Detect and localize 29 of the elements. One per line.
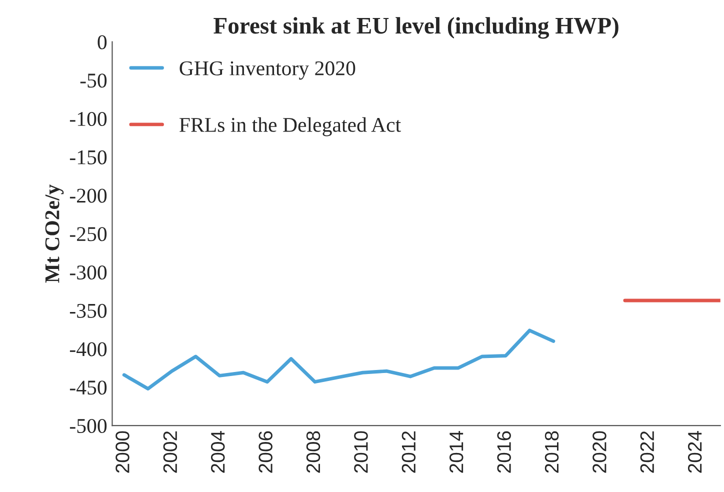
y-tick-label: -350	[70, 304, 107, 318]
y-tick-label: -450	[70, 380, 107, 395]
y-tick-label: 0	[98, 35, 107, 50]
x-tick-label: 2010	[354, 431, 368, 473]
x-tick-label: 2024	[688, 431, 702, 473]
x-tick-label: 2004	[210, 431, 225, 473]
legend-label: FRLs in the Delegated Act	[179, 117, 401, 136]
y-tick-label: -250	[70, 227, 107, 242]
y-tick-label: -300	[70, 265, 107, 280]
y-tick-label: -400	[70, 342, 107, 356]
x-tick-label: 2022	[640, 431, 654, 473]
chart-title: Forest sink at EU level (including HWP)	[214, 17, 618, 39]
legend-label: GHG inventory 2020	[180, 61, 356, 80]
x-tick-label: 2000	[116, 431, 130, 473]
y-axis-title: Mt CO2e/y	[45, 184, 64, 283]
y-tick-label: -150	[70, 150, 107, 164]
y-tick-label: -500	[70, 418, 107, 434]
x-tick-label: 2006	[258, 431, 272, 473]
x-tick-label: 2014	[449, 431, 464, 473]
x-tick-label: 2020	[592, 431, 606, 473]
line-series	[122, 328, 556, 390]
y-tick-label: -50	[80, 74, 107, 88]
x-tick-label: 2002	[163, 431, 178, 473]
x-tick-label: 2012	[402, 431, 416, 473]
y-tick-label: -100	[70, 112, 107, 126]
y-tick-label: -200	[70, 188, 107, 203]
x-tick-label: 2008	[306, 431, 320, 473]
x-tick-label: 2016	[497, 431, 511, 473]
x-tick-label: 2018	[544, 431, 559, 473]
